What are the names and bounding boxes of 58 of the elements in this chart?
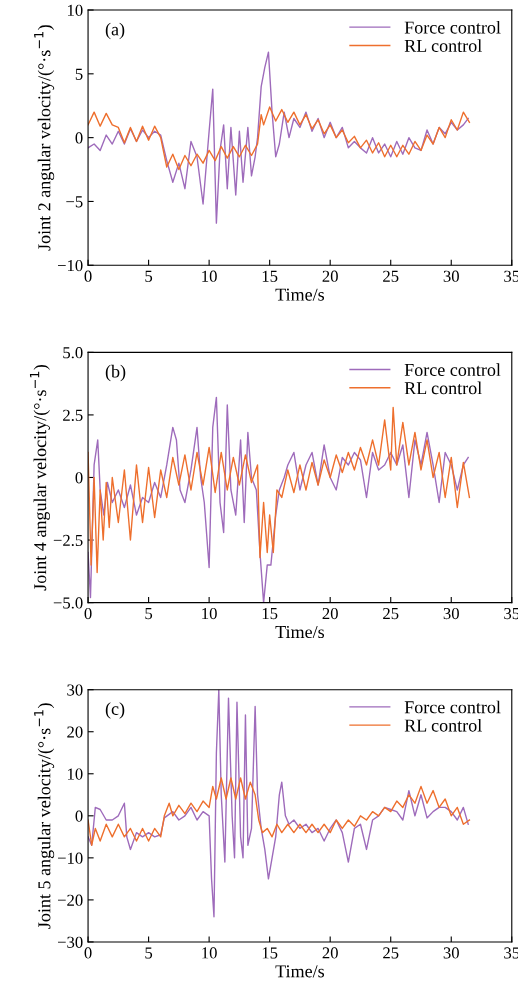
line-series: [88, 51, 469, 224]
y-tick-label: 10: [68, 768, 83, 780]
y-tick-label: 10: [68, 4, 83, 16]
y-tick-label: 20: [67, 726, 83, 738]
x-tick-label: 30: [443, 270, 459, 282]
annotation: (b): [105, 364, 126, 382]
y-tick-label: 30: [67, 684, 83, 696]
x-tick-label: 10: [202, 607, 217, 620]
line-series: [88, 406, 471, 574]
y-tick-label: 0: [75, 810, 83, 822]
y-tick-label: 5: [75, 68, 83, 80]
x-axis-title: Time/s: [275, 625, 325, 639]
legend-label: Force control: [404, 700, 501, 714]
x-tick-label: 0: [84, 947, 92, 959]
y-tick-label: 5.0: [63, 347, 83, 359]
y-tick-label: −5.0: [53, 597, 83, 609]
x-tick-label: 15: [262, 608, 278, 620]
y-axis-title: Joint 2 angular velocity/(°·s$^{−1}$): [34, 25, 55, 251]
x-tick-label: 20: [322, 947, 338, 959]
x-tick-label: 15: [262, 270, 278, 282]
legend-label: RL control: [404, 718, 482, 732]
x-tick-label: 30: [443, 947, 459, 959]
x-tick-label: 5: [145, 270, 153, 282]
x-tick-label: 30: [443, 607, 459, 620]
x-tick-label: 10: [202, 270, 217, 282]
x-tick-label: 0: [84, 607, 92, 620]
y-axis-title: Joint 4 angular velocity/(°·s$^{−1}$): [29, 364, 50, 591]
x-tick-label: 15: [262, 947, 278, 959]
x-tick-label: 25: [383, 947, 399, 959]
x-tick-label: 5: [145, 608, 153, 620]
x-axis-title: Time/s: [275, 965, 325, 978]
line-series: [88, 106, 471, 171]
annotation: (a): [105, 22, 125, 40]
x-tick-label: 5: [145, 947, 153, 959]
y-tick-label: 2.5: [63, 409, 83, 421]
y-tick-label: −2.5: [53, 534, 83, 547]
x-tick-label: 20: [322, 270, 338, 282]
x-tick-label: 10: [202, 947, 217, 959]
annotation: (c): [105, 702, 125, 719]
y-tick-label: −10: [57, 852, 83, 864]
legend-label: Force control: [404, 20, 501, 34]
x-tick-label: 25: [383, 270, 399, 282]
y-tick-label: 0: [75, 132, 83, 144]
legend-label: RL control: [404, 39, 482, 52]
x-tick-label: 20: [322, 607, 338, 620]
y-axis-title: Joint 5 angular velocity/(°·s$^{−1}$): [34, 703, 55, 929]
y-tick-label: −10: [57, 259, 83, 272]
x-axis-title: Time/s: [275, 288, 325, 301]
y-tick-label: −5: [66, 196, 83, 208]
x-tick-label: 25: [383, 607, 399, 620]
y-tick-label: −20: [57, 894, 83, 906]
y-tick-label: 0: [75, 472, 83, 484]
y-tick-label: −30: [57, 936, 83, 948]
legend-label: Force control: [404, 363, 501, 376]
x-tick-label: 0: [84, 270, 92, 282]
line-series: [88, 396, 469, 603]
legend-label: RL control: [404, 381, 482, 395]
line-series: [88, 777, 471, 846]
